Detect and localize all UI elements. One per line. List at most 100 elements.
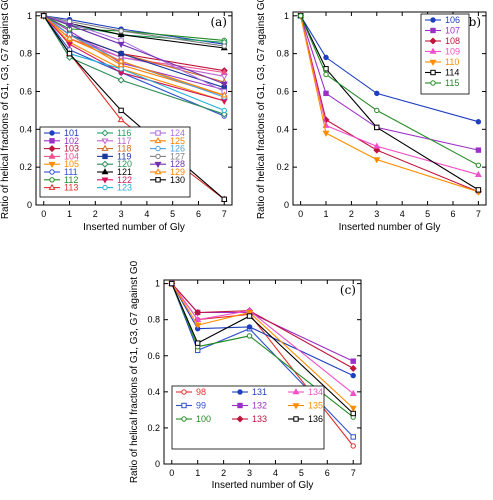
data-point [323,71,329,78]
x-axis-label: Inserted number of Gly [212,480,314,491]
y-tick-label: 0.6 [147,351,160,361]
data-point [349,389,357,396]
x-tick-label: 6 [196,209,201,219]
y-tick-label: 0.8 [276,49,289,59]
x-tick-label: 2 [221,468,226,478]
data-point [194,308,202,316]
legend-item-122: 122 [97,175,132,185]
data-point [220,110,228,118]
series-line [300,15,479,193]
data-point [194,315,202,322]
data-point [118,28,124,34]
legend-label: 130 [170,175,185,185]
legend-marker [292,388,300,395]
legend-item-125: 125 [150,136,185,146]
data-point [221,43,227,49]
x-tick-label: 5 [170,209,175,219]
series-line [300,15,479,176]
panel-label: (c) [340,283,356,297]
legend-item-110: 110 [425,57,459,67]
legend-label: 120 [117,159,132,169]
plot-frame [163,279,362,465]
legend-item-131: 131 [232,387,267,397]
series-line [43,15,225,115]
series-line [43,15,225,85]
legend-label: 110 [445,57,459,67]
y-axis-label: Ratio of helical fractions of G1, G3, G7… [129,260,140,483]
legend-label: 126 [170,144,185,154]
data-point [118,50,124,57]
legend-label: 129 [170,167,185,177]
legend-label: 103 [64,144,79,154]
data-point [350,372,356,379]
data-point [475,162,482,168]
y-tick-label: 1 [155,279,160,289]
x-tick-label: 5 [299,468,304,478]
data-point [194,322,202,329]
data-point [374,107,380,114]
data-point [373,142,381,149]
x-tick-label: 1 [195,468,200,478]
y-tick-label: 0.2 [19,162,32,172]
x-tick-label: 4 [273,468,278,478]
legend-marker [102,153,108,160]
legend-marker [102,184,108,191]
legend-marker [49,169,55,175]
data-point [194,340,201,346]
data-point [350,358,356,364]
data-point [221,107,227,114]
series-line [300,15,479,166]
legend-marker [429,37,437,45]
series-line [43,15,225,92]
legend-item-105: 105 [44,159,79,169]
x-tick-label: 3 [119,209,124,219]
legend-item-108: 108 [425,36,460,46]
data-point [220,91,228,98]
data-point [246,333,253,339]
legend-item-129: 129 [150,167,185,177]
y-axis-label: Ratio of helical fractions of G1, G3, G7… [0,0,11,219]
legend-box [171,385,325,450]
plot-frame [292,11,487,206]
data-point [220,81,228,88]
chart-panel-b: 0 1 2 3 4 5 6 7 0 0.2 0.4 0.6 0.8 1 Inserted number of… [256,0,487,233]
legend-label: 119 [117,151,131,161]
legend-box [39,126,191,198]
plot-frame [35,11,233,206]
series-134 [168,279,357,396]
legend-marker [101,138,109,145]
legend-marker [429,59,437,66]
legend-label: 114 [445,68,459,78]
series-131 [169,280,356,379]
legend-marker [430,27,436,34]
legend-item-135: 135 [288,401,323,411]
legend-marker [181,389,187,395]
series-line [300,15,479,193]
data-point [246,324,253,330]
legend-label: 101 [64,128,79,138]
legend-marker [155,145,161,152]
data-point [221,196,227,203]
legend-label: 107 [445,26,460,36]
legend-marker [155,153,161,160]
data-point [297,13,304,19]
series-line [43,15,225,47]
legend-label: 99 [196,401,206,411]
legend-marker [49,138,55,144]
legend-label: 115 [445,78,459,88]
x-tick-label: 0 [41,209,46,219]
y-axis-label: Ratio of helical fractions of G1, G3, G7… [256,0,267,219]
legend-item-123: 123 [97,183,132,193]
series-line [43,15,225,96]
legend-item-109: 109 [425,47,460,57]
series-line [171,283,354,395]
legend-label: 122 [117,175,132,185]
legend-label: 124 [170,128,185,138]
x-tick-label: 3 [374,209,379,219]
legend-item-100: 100 [176,414,211,424]
y-tick-label: 1 [284,11,289,21]
legend-marker [101,177,109,184]
legend-marker [293,416,299,422]
legend-item-115: 115 [425,78,459,88]
